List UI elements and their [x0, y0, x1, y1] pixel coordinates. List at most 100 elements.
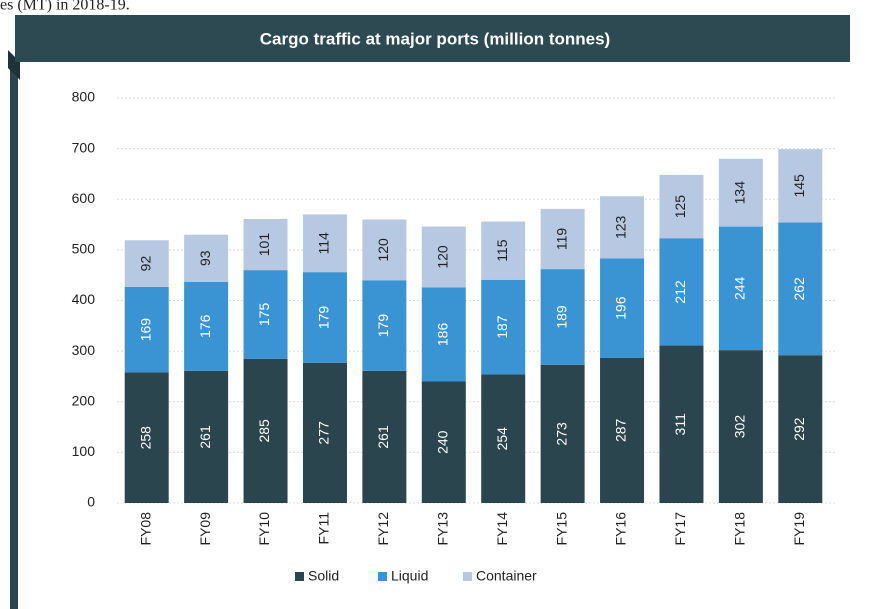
bar-segment: [362, 370, 407, 503]
bar-segment: [184, 234, 229, 282]
value-label: 123: [613, 215, 629, 239]
bar-segment: [540, 269, 585, 365]
value-label: 119: [553, 228, 569, 251]
x-tick-label: FY15: [553, 512, 569, 546]
value-label: 258: [137, 426, 153, 450]
bar-segment: [778, 222, 823, 356]
bar-segment: [124, 286, 169, 373]
bar-segment: [659, 345, 704, 503]
value-label: 292: [791, 417, 807, 441]
legend-swatch: [378, 572, 387, 581]
value-label: 285: [256, 419, 272, 443]
y-tick-label: 300: [72, 342, 96, 358]
y-tick-label: 100: [72, 443, 96, 459]
bar-segment: [302, 272, 347, 363]
bar-segment: [600, 196, 645, 259]
value-label: 179: [316, 306, 332, 330]
bar-segment: [362, 219, 407, 281]
value-label: 125: [672, 195, 688, 219]
bar-segment: [302, 214, 347, 273]
bar-segment: [421, 226, 466, 288]
bar-segment: [600, 357, 645, 503]
value-label: 101: [256, 233, 272, 257]
legend-swatch: [295, 572, 304, 581]
bar-segment: [243, 218, 288, 271]
y-tick-label: 500: [72, 241, 96, 257]
bar-segment: [540, 364, 585, 503]
value-label: 134: [732, 181, 748, 205]
bar-segment: [481, 221, 526, 280]
chart-title: Cargo traffic at major ports (million to…: [260, 29, 610, 48]
legend-label: Container: [476, 568, 537, 584]
x-tick-label: FY11: [316, 512, 332, 545]
bar-segment: [243, 270, 288, 359]
bar-segment: [778, 149, 823, 223]
title-bar: [15, 15, 850, 62]
bar-segment: [243, 358, 288, 503]
bar-segment: [184, 370, 229, 503]
header-text: es (MT) in 2018-19.: [0, 0, 130, 14]
x-tick-label: FY13: [434, 512, 450, 546]
y-tick-label: 200: [72, 392, 96, 408]
bar-segment: [540, 208, 585, 270]
value-label: 93: [197, 250, 213, 266]
value-label: 120: [375, 238, 391, 262]
value-label: 92: [137, 256, 153, 272]
bar-segment: [718, 226, 763, 351]
value-label: 277: [316, 421, 332, 445]
value-label: 120: [434, 245, 450, 269]
value-label: 179: [375, 314, 391, 338]
value-label: 145: [791, 174, 807, 198]
bar-segment: [124, 372, 169, 503]
x-tick-label: FY19: [791, 512, 807, 546]
value-label: 262: [791, 277, 807, 301]
x-tick-label: FY14: [494, 512, 510, 546]
y-tick-label: 800: [72, 89, 96, 105]
value-label: 302: [732, 415, 748, 439]
value-label: 186: [434, 323, 450, 347]
x-tick-label: FY10: [256, 512, 272, 546]
bar-segment: [659, 238, 704, 346]
value-label: 114: [316, 232, 332, 255]
value-label: 311: [672, 413, 688, 436]
bar-segment: [659, 174, 704, 239]
bar-segment: [302, 362, 347, 503]
y-tick-label: 700: [72, 139, 96, 155]
x-tick-label: FY17: [672, 512, 688, 546]
legend-swatch: [463, 572, 472, 581]
value-label: 261: [375, 425, 391, 449]
bar-segment: [184, 281, 229, 371]
y-tick-label: 400: [72, 291, 96, 307]
value-label: 261: [197, 425, 213, 449]
x-tick-label: FY12: [375, 512, 391, 546]
left-strip: [10, 60, 18, 609]
value-label: 287: [613, 418, 629, 442]
value-label: 240: [434, 430, 450, 454]
value-label: 273: [553, 422, 569, 446]
value-label: 244: [732, 276, 748, 300]
x-tick-label: FY09: [197, 512, 213, 546]
value-label: 176: [197, 314, 213, 338]
value-label: 212: [672, 280, 688, 304]
bar-segment: [600, 258, 645, 358]
bar-segment: [718, 350, 763, 503]
value-label: 189: [553, 305, 569, 329]
bar-segment: [481, 279, 526, 375]
bar-segment: [421, 287, 466, 382]
bar-segment: [778, 355, 823, 503]
value-label: 187: [494, 315, 510, 339]
value-label: 169: [137, 318, 153, 342]
corner-fold: [8, 50, 20, 80]
x-tick-label: FY18: [732, 512, 748, 546]
x-tick-label: FY08: [137, 512, 153, 546]
bar-segment: [481, 374, 526, 503]
legend-label: Solid: [308, 568, 339, 584]
value-label: 196: [613, 296, 629, 320]
value-label: 254: [494, 427, 510, 451]
bar-segment: [718, 158, 763, 227]
bar-segment: [421, 381, 466, 503]
y-tick-label: 0: [87, 494, 95, 510]
legend-label: Liquid: [391, 568, 428, 584]
bar-segment: [362, 280, 407, 371]
